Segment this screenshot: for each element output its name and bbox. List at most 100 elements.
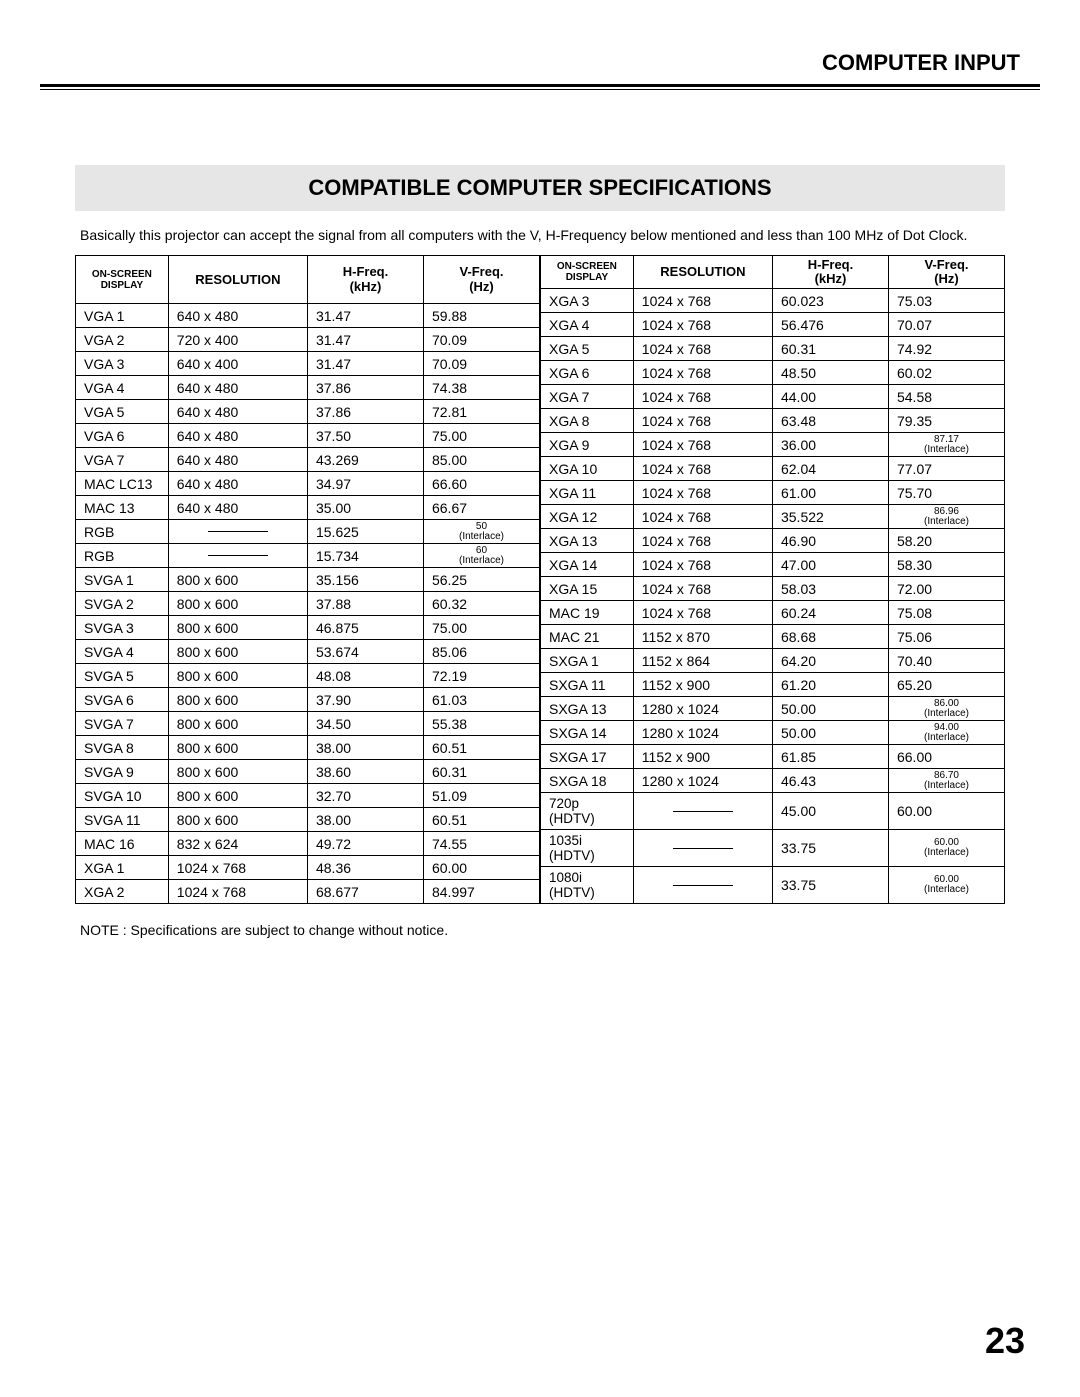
cell-hfreq: 47.00 xyxy=(772,553,888,577)
cell-vfreq: 72.19 xyxy=(423,664,539,688)
cell-display: XGA 8 xyxy=(541,409,634,433)
cell-display: MAC 19 xyxy=(541,601,634,625)
cell-hfreq: 37.88 xyxy=(307,592,423,616)
cell-display: SXGA 17 xyxy=(541,745,634,769)
cell-display: XGA 3 xyxy=(541,289,634,313)
cell-hfreq: 56.476 xyxy=(772,313,888,337)
table-row: MAC 191024 x 76860.2475.08 xyxy=(541,601,1005,625)
cell-hfreq: 43.269 xyxy=(307,448,423,472)
cell-hfreq: 35.156 xyxy=(307,568,423,592)
cell-resolution: 1024 x 768 xyxy=(633,385,772,409)
cell-vfreq: 66.67 xyxy=(423,496,539,520)
cell-resolution: 1024 x 768 xyxy=(633,433,772,457)
cell-vfreq: 60.02 xyxy=(888,361,1004,385)
page-header: COMPUTER INPUT xyxy=(0,0,1080,84)
table-row: RGB15.73460(Interlace) xyxy=(76,544,540,568)
cell-hfreq: 36.00 xyxy=(772,433,888,457)
cell-display: SVGA 1 xyxy=(76,568,169,592)
table-row: SVGA 7800 x 60034.5055.38 xyxy=(76,712,540,736)
cell-hfreq: 48.08 xyxy=(307,664,423,688)
cell-display: XGA 4 xyxy=(541,313,634,337)
cell-hfreq: 38.60 xyxy=(307,760,423,784)
cell-resolution: 1024 x 768 xyxy=(633,481,772,505)
table-row: RGB15.62550(Interlace) xyxy=(76,520,540,544)
cell-vfreq: 75.08 xyxy=(888,601,1004,625)
cell-hfreq: 32.70 xyxy=(307,784,423,808)
cell-display: XGA 10 xyxy=(541,457,634,481)
cell-vfreq: 94.00(Interlace) xyxy=(888,721,1004,745)
cell-display: XGA 7 xyxy=(541,385,634,409)
cell-hfreq: 50.00 xyxy=(772,721,888,745)
cell-hfreq: 37.86 xyxy=(307,400,423,424)
cell-vfreq: 66.60 xyxy=(423,472,539,496)
cell-vfreq: 70.09 xyxy=(423,328,539,352)
column-header: V-Freq.(Hz) xyxy=(888,255,1004,289)
tables-wrap: ON-SCREENDISPLAYRESOLUTIONH-Freq.(kHz)V-… xyxy=(75,255,1005,905)
table-row: VGA 4640 x 48037.8674.38 xyxy=(76,376,540,400)
cell-resolution: 800 x 600 xyxy=(168,664,307,688)
note: NOTE : Specifications are subject to cha… xyxy=(80,922,1000,938)
cell-resolution: 640 x 480 xyxy=(168,496,307,520)
cell-display: VGA 2 xyxy=(76,328,169,352)
cell-hfreq: 48.50 xyxy=(772,361,888,385)
cell-hfreq: 61.00 xyxy=(772,481,888,505)
cell-display: 1080i (HDTV) xyxy=(541,867,634,904)
cell-hfreq: 60.24 xyxy=(772,601,888,625)
cell-vfreq: 75.00 xyxy=(423,424,539,448)
cell-resolution: 1024 x 768 xyxy=(633,337,772,361)
cell-display: XGA 9 xyxy=(541,433,634,457)
cell-vfreq: 60.00 xyxy=(423,856,539,880)
cell-hfreq: 31.47 xyxy=(307,352,423,376)
column-header: RESOLUTION xyxy=(168,255,307,304)
table-row: SVGA 3800 x 60046.87575.00 xyxy=(76,616,540,640)
cell-display: 1035i (HDTV) xyxy=(541,830,634,867)
column-header: H-Freq.(kHz) xyxy=(307,255,423,304)
cell-vfreq: 75.00 xyxy=(423,616,539,640)
cell-resolution: 640 x 480 xyxy=(168,400,307,424)
column-header: RESOLUTION xyxy=(633,255,772,289)
cell-resolution: 1152 x 900 xyxy=(633,745,772,769)
cell-vfreq: 74.92 xyxy=(888,337,1004,361)
rule-thick xyxy=(40,84,1040,87)
column-header: ON-SCREENDISPLAY xyxy=(76,255,169,304)
cell-resolution: 1024 x 768 xyxy=(633,577,772,601)
cell-hfreq: 35.522 xyxy=(772,505,888,529)
cell-resolution: 1024 x 768 xyxy=(633,601,772,625)
cell-resolution: 1024 x 768 xyxy=(633,529,772,553)
cell-display: SVGA 9 xyxy=(76,760,169,784)
cell-vfreq: 56.25 xyxy=(423,568,539,592)
page-number: 23 xyxy=(985,1320,1025,1362)
cell-resolution: 1280 x 1024 xyxy=(633,721,772,745)
cell-display: SVGA 10 xyxy=(76,784,169,808)
cell-display: SVGA 8 xyxy=(76,736,169,760)
table-row: XGA 31024 x 76860.02375.03 xyxy=(541,289,1005,313)
cell-resolution: 800 x 600 xyxy=(168,592,307,616)
cell-display: SVGA 4 xyxy=(76,640,169,664)
cell-display: XGA 11 xyxy=(541,481,634,505)
table-row: SVGA 9800 x 60038.6060.31 xyxy=(76,760,540,784)
cell-vfreq: 60.00(Interlace) xyxy=(888,867,1004,904)
table-row: SXGA 111152 x 90061.2065.20 xyxy=(541,673,1005,697)
table-row: SVGA 11800 x 60038.0060.51 xyxy=(76,808,540,832)
cell-display: MAC 21 xyxy=(541,625,634,649)
cell-hfreq: 53.674 xyxy=(307,640,423,664)
cell-hfreq: 44.00 xyxy=(772,385,888,409)
cell-vfreq: 87.17(Interlace) xyxy=(888,433,1004,457)
cell-hfreq: 31.47 xyxy=(307,304,423,328)
table-row: XGA 91024 x 76836.0087.17(Interlace) xyxy=(541,433,1005,457)
cell-display: XGA 14 xyxy=(541,553,634,577)
table-row: XGA 21024 x 76868.67784.997 xyxy=(76,880,540,904)
cell-display: SVGA 3 xyxy=(76,616,169,640)
intro-text: Basically this projector can accept the … xyxy=(80,226,1000,245)
cell-vfreq: 85.06 xyxy=(423,640,539,664)
cell-resolution: 800 x 600 xyxy=(168,568,307,592)
cell-resolution: 1152 x 864 xyxy=(633,649,772,673)
cell-display: SVGA 7 xyxy=(76,712,169,736)
cell-display: SXGA 13 xyxy=(541,697,634,721)
cell-hfreq: 37.50 xyxy=(307,424,423,448)
table-row: VGA 7640 x 48043.26985.00 xyxy=(76,448,540,472)
cell-vfreq: 86.96(Interlace) xyxy=(888,505,1004,529)
cell-display: XGA 2 xyxy=(76,880,169,904)
cell-hfreq: 33.75 xyxy=(772,867,888,904)
cell-resolution: 800 x 600 xyxy=(168,784,307,808)
